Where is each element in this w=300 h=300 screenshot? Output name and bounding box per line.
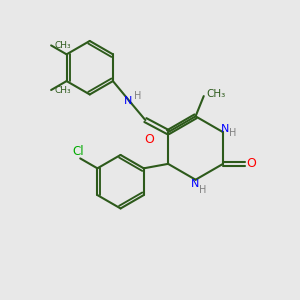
Text: O: O [144,133,154,146]
Text: N: N [190,179,199,189]
Text: N: N [124,96,133,106]
Text: CH₃: CH₃ [54,41,71,50]
Text: H: H [229,128,237,138]
Text: H: H [199,184,206,195]
Text: CH₃: CH₃ [54,85,71,94]
Text: O: O [246,158,256,170]
Text: CH₃: CH₃ [207,89,226,99]
Text: Cl: Cl [72,145,84,158]
Text: N: N [221,124,229,134]
Text: H: H [134,92,141,101]
